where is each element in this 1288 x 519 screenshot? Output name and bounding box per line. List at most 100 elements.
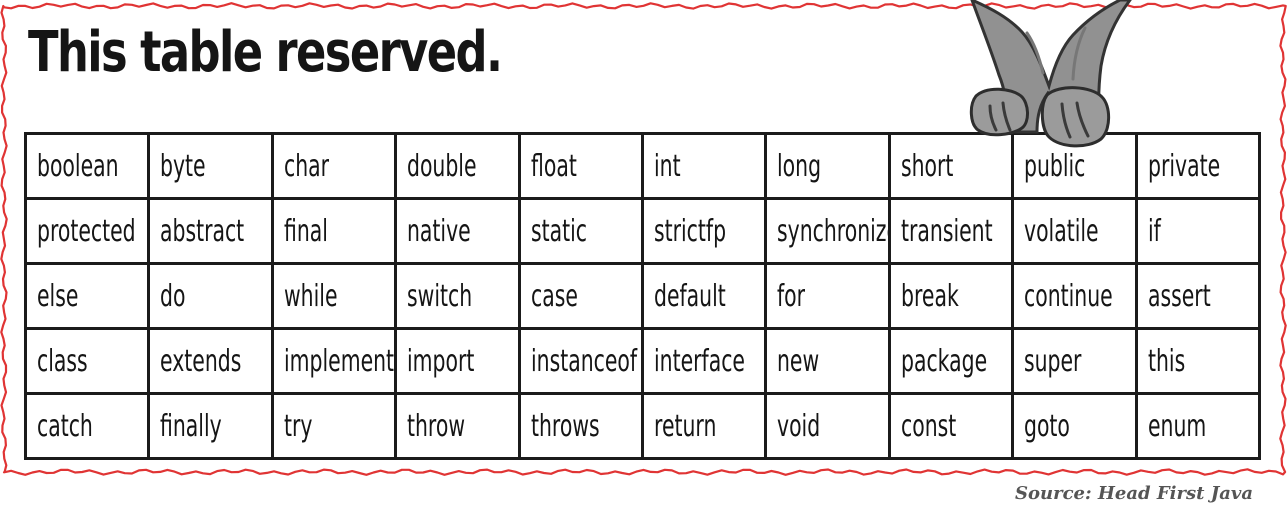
table-cell: final [270,197,398,265]
table-cell: enum [1134,392,1262,460]
keyword-text: boolean [37,148,119,184]
table-cell: new [764,327,891,395]
table-cell: while [270,262,398,330]
table-cell: long [764,132,891,200]
keyword-text: const [900,408,956,444]
table-cell: protected [23,197,151,265]
table-cell: private [1134,132,1262,200]
table-cell: abstract [147,197,274,265]
keyword-text: byte [160,148,206,184]
keyword-text: for [777,278,806,314]
table-cell: const [887,392,1015,460]
keyword-text: strictfp [653,213,726,249]
keyword-text: finally [160,408,223,444]
table-cell: int [640,132,768,200]
table-cell: goto [1011,392,1138,460]
keyword-text: break [900,278,959,314]
keyword-text: private [1147,148,1220,184]
keyword-text: long [777,148,822,184]
table-cell: double [394,132,521,200]
table-cell: char [270,132,398,200]
table-cell: synchronized [764,197,891,265]
keyword-text: float [530,148,577,184]
keyword-text: native [407,213,471,249]
keyword-text: void [777,408,821,444]
table-cell: break [887,262,1015,330]
keyword-text: this [1147,343,1185,379]
table-cell: default [640,262,768,330]
table-cell: byte [147,132,274,200]
table-row: protected abstract final native static strict… [23,197,1262,265]
table-cell: float [517,132,644,200]
table-cell: interface [640,327,768,395]
keyword-text: double [407,148,477,184]
cat-paws-icon [969,0,1132,148]
table-cell: boolean [23,132,151,200]
keyword-text: transient [900,213,993,249]
table-cell: this [1134,327,1262,395]
keyword-text: goto [1024,408,1071,444]
table-cell: continue [1011,262,1138,330]
keyword-text: char [283,148,329,184]
keyword-text: import [407,343,475,379]
table-cell: for [764,262,891,330]
table-cell: switch [394,262,521,330]
table-cell: transient [887,197,1015,265]
table-cell: try [270,392,398,460]
table-cell: void [764,392,891,460]
keyword-text: if [1147,213,1161,249]
table-cell: strictfp [640,197,768,265]
table-cell: import [394,327,521,395]
keyword-text: switch [407,278,473,314]
keyword-text: return [653,408,717,444]
reserved-keywords-table: boolean byte char double float int long short pu… [23,132,1262,460]
table-cell: else [23,262,151,330]
keyword-text: extends [160,343,242,379]
source-credit: Source: Head First Java [1015,483,1253,504]
table-cell: static [517,197,644,265]
keyword-table-body: boolean byte char double float int long short pu… [23,132,1262,460]
keyword-text: interface [653,343,745,379]
table-cell: return [640,392,768,460]
keyword-text: static [530,213,587,249]
keyword-text: continue [1024,278,1113,314]
table-row: class extends implements import instanceof in… [23,327,1262,395]
table-cell: volatile [1011,197,1138,265]
keyword-text: assert [1147,278,1211,314]
keyword-text: short [900,148,954,184]
keyword-text: instanceof [530,343,637,379]
keyword-text: enum [1147,408,1206,444]
table-cell: finally [147,392,274,460]
keyword-text: case [530,278,578,314]
table-cell: throw [394,392,521,460]
keyword-text: try [283,408,313,444]
page-title: This table reserved. [28,20,503,85]
keyword-text: class [37,343,88,379]
table-cell: package [887,327,1015,395]
keyword-text: do [160,278,186,314]
table-cell: instanceof [517,327,644,395]
table-cell: implements [270,327,398,395]
table-cell: class [23,327,151,395]
keyword-text: protected [37,213,136,249]
keyword-text: while [283,278,338,314]
table-cell: super [1011,327,1138,395]
keyword-text: else [37,278,79,314]
keyword-text: throws [530,408,600,444]
table-row: catch finally try throw throws return void cons… [23,392,1262,460]
table-cell: case [517,262,644,330]
keyword-text: abstract [160,213,245,249]
table-cell: if [1134,197,1262,265]
table-row: else do while switch case default for break cont… [23,262,1262,330]
keyword-text: throw [407,408,466,444]
table-cell: assert [1134,262,1262,330]
keyword-text: catch [37,408,93,444]
keyword-text: final [283,213,328,249]
table-cell: throws [517,392,644,460]
keyword-text: int [653,148,681,184]
keyword-text: synchronized [777,213,887,249]
keyword-text: volatile [1024,213,1099,249]
table-cell: extends [147,327,274,395]
table-cell: do [147,262,274,330]
